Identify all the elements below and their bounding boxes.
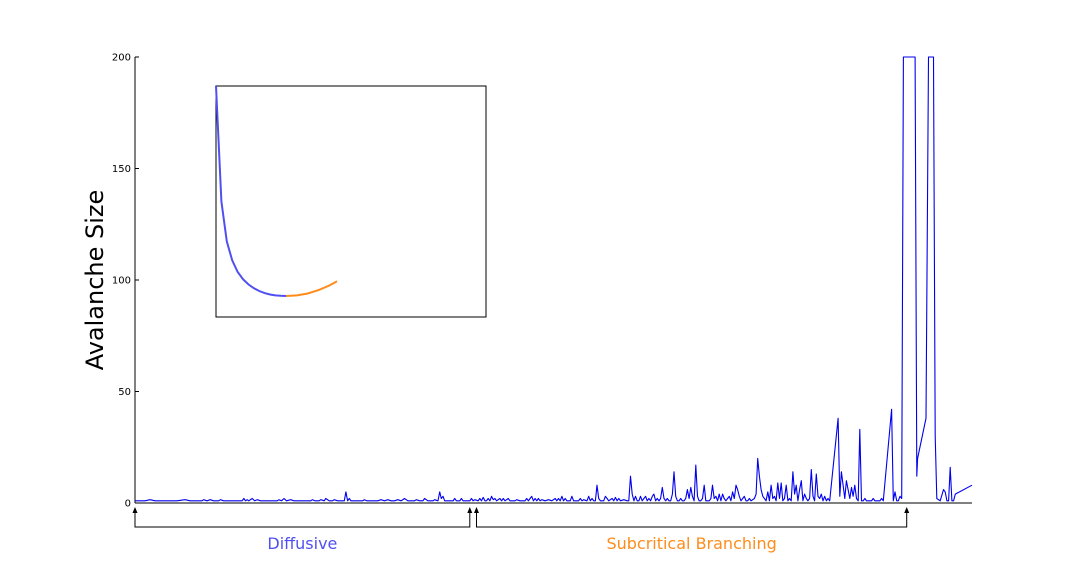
series-line <box>135 56 973 502</box>
regime-bracket: Diffusive <box>132 507 473 553</box>
regime-label: Diffusive <box>267 534 337 553</box>
inset-frame <box>215 85 487 318</box>
arrow-head <box>904 507 910 513</box>
arrow-head <box>132 507 138 513</box>
y-tick-label: 150 <box>112 164 131 175</box>
y-tick-label: 200 <box>112 53 131 64</box>
arrow-head <box>473 507 479 513</box>
series-layer <box>135 56 973 502</box>
inset-subcritical-curve <box>286 280 338 297</box>
y-tick-label: 100 <box>112 276 131 287</box>
y-tick-label: 50 <box>118 387 131 398</box>
inset-diffusive-curve <box>215 85 287 297</box>
inset-plot <box>215 85 487 318</box>
regime-label: Subcritical Branching <box>606 534 776 553</box>
y-axis-label: Avalanche Size <box>81 190 109 371</box>
arrow-head <box>467 507 473 513</box>
regime-bracket: Subcritical Branching <box>473 507 910 553</box>
y-axis-ticks: 0 50 100 150 200 <box>112 53 139 510</box>
regime-annotations: Diffusive Subcritical Branching <box>132 507 910 553</box>
y-tick-label: 0 <box>125 499 131 510</box>
